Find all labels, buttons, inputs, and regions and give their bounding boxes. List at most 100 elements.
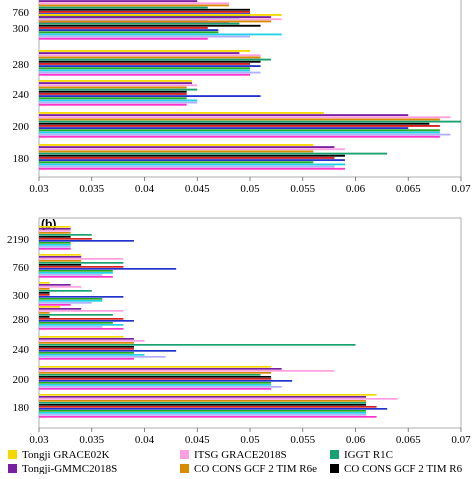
x-tick-label: 0.03 — [29, 183, 49, 195]
x-tick-label: 0.045 — [185, 183, 210, 195]
legend-label: Tongji-GMMC2018S — [22, 463, 117, 474]
bar — [39, 37, 208, 40]
bar — [39, 4, 229, 7]
y-tick-label: 200 — [13, 121, 30, 133]
y-tick-label: 300 — [13, 23, 30, 35]
bar — [39, 254, 82, 256]
legend-swatch — [8, 464, 17, 473]
bar — [39, 6, 208, 9]
bar — [39, 50, 250, 52]
bar — [39, 386, 282, 388]
y-tick-label: 180 — [13, 153, 30, 165]
bar — [39, 67, 250, 70]
bar — [39, 256, 82, 258]
bar — [39, 29, 219, 32]
bar — [39, 248, 71, 250]
bar — [39, 416, 377, 418]
bar — [39, 412, 367, 414]
bar — [39, 394, 377, 396]
bar — [39, 56, 261, 59]
bar — [39, 282, 50, 284]
bar — [39, 82, 192, 85]
bar — [39, 402, 367, 404]
bar — [39, 14, 282, 16]
bar — [39, 101, 198, 104]
bar — [39, 244, 71, 246]
bar — [39, 86, 187, 89]
x-tick-label: 0.05 — [240, 183, 260, 195]
x-tick-label: 0.04 — [135, 434, 155, 446]
bar — [39, 116, 451, 119]
bar — [39, 358, 134, 360]
bar — [39, 8, 250, 11]
bar — [39, 370, 335, 372]
bar — [39, 232, 71, 234]
legend-swatch — [330, 464, 339, 473]
bar — [39, 230, 71, 232]
bar — [39, 290, 92, 292]
y-tick-label: 200 — [13, 374, 30, 386]
bar — [39, 324, 124, 326]
bar — [39, 296, 124, 298]
bar — [39, 354, 145, 356]
y-tick-label: 760 — [13, 262, 30, 274]
bar — [39, 88, 198, 91]
bar — [39, 93, 187, 95]
bar — [39, 316, 50, 318]
bar — [39, 350, 177, 352]
bar — [39, 27, 208, 29]
bar — [39, 348, 134, 350]
bar — [39, 112, 324, 114]
legend-label: IGGT R1C — [344, 449, 393, 461]
bar — [39, 63, 250, 65]
legend-swatch — [330, 450, 339, 459]
bar — [39, 312, 50, 314]
bar — [39, 154, 345, 157]
bar — [39, 71, 261, 74]
bar — [39, 372, 272, 374]
bar — [39, 54, 261, 57]
legend-swatch — [8, 450, 17, 459]
bar — [39, 165, 335, 168]
bar — [39, 346, 134, 348]
bar — [39, 376, 272, 378]
bar — [39, 22, 240, 25]
bar — [39, 226, 71, 228]
legend: Tongji GRACE02K ITSG GRACE2018S IGGT R1C To… — [8, 449, 463, 475]
chart-panel-1: 760 300 280 240 200 180 0.03 0.035 0.04 0.045 0.05… — [13, 0, 471, 195]
legend-label: CO CONS GCF 2 TIM R6 — [344, 463, 463, 474]
bar — [39, 298, 103, 300]
bar — [39, 152, 388, 155]
bar — [39, 414, 367, 416]
x-tick-label: 0.04 — [135, 183, 155, 195]
bar — [39, 382, 272, 384]
y-tick-label: 240 — [13, 89, 30, 101]
bar — [39, 292, 50, 294]
bar — [39, 129, 440, 132]
bar — [39, 131, 440, 134]
y-tick-label: 760 — [13, 7, 30, 19]
bar — [39, 69, 250, 72]
bar — [39, 60, 261, 63]
bar — [39, 90, 187, 93]
x-tick-label: 0.035 — [79, 434, 104, 446]
bar — [39, 234, 92, 236]
y-tick-label: 280 — [13, 59, 30, 71]
bar — [39, 276, 113, 278]
bar — [39, 2, 229, 5]
bar — [39, 127, 409, 130]
bar — [39, 258, 124, 260]
bar — [39, 380, 293, 382]
bar — [39, 302, 92, 304]
bar — [39, 260, 82, 262]
x-tick-label: 0.05 — [240, 434, 260, 446]
y-tick-label: 280 — [13, 314, 30, 326]
bar — [39, 374, 261, 376]
bar — [39, 33, 282, 36]
y-tick-label: 300 — [13, 290, 30, 302]
bar — [39, 320, 134, 322]
x-tick-label: 0.06 — [346, 183, 366, 195]
bar — [39, 266, 124, 268]
bar — [39, 118, 440, 121]
bar — [39, 20, 272, 23]
